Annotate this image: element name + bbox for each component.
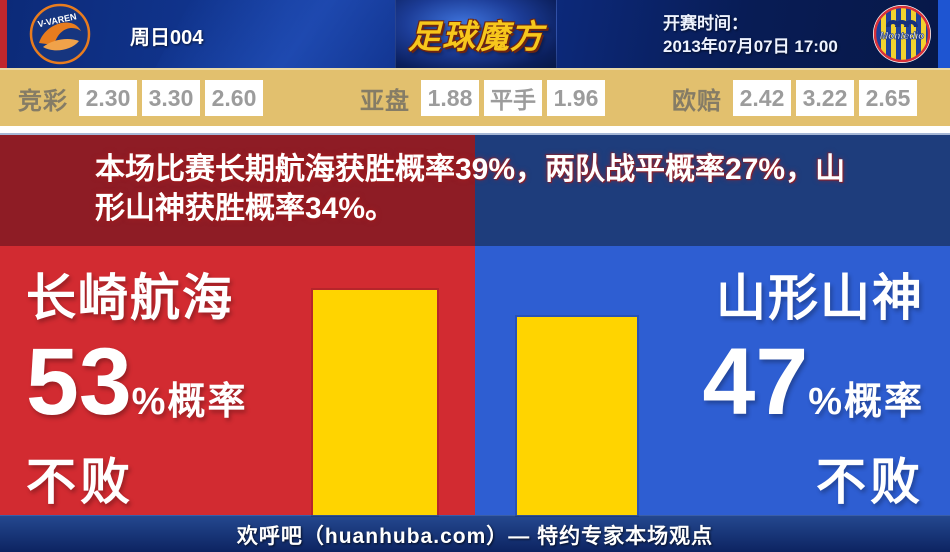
header-separator bbox=[0, 68, 950, 70]
odds-value-box: 2.65 bbox=[859, 80, 917, 116]
brand-logo-text: 足球魔方 bbox=[408, 18, 544, 55]
away-probability-suffix: %概率 bbox=[808, 381, 924, 423]
header: V-VAREN 周日004 足球魔方 开赛时间： 2013年07月07日 17:… bbox=[0, 0, 950, 68]
away-result-label: 不败 bbox=[816, 454, 924, 510]
match-code: 周日004 bbox=[130, 27, 204, 49]
odds-value-box: 1.96 bbox=[547, 80, 605, 116]
home-probability-value: 53 bbox=[26, 329, 132, 435]
right-blue-edge-stripe bbox=[938, 0, 950, 68]
summary-band-red-half bbox=[0, 135, 475, 246]
odds-value-box: 3.30 bbox=[142, 80, 200, 116]
odds-value-box: 3.22 bbox=[796, 80, 854, 116]
kickoff-time-block: 开赛时间： 2013年07月07日 17:00 bbox=[663, 12, 838, 58]
home-probability-bar bbox=[313, 290, 437, 515]
home-team-logo: V-VAREN bbox=[29, 3, 91, 65]
away-team-logo-text: Montedio bbox=[880, 31, 924, 42]
odds-group-jingcai: 竞彩 2.30 3.30 2.60 bbox=[18, 70, 263, 126]
away-panel-text: 山形山神 47 %概率 不败 bbox=[703, 246, 924, 508]
away-team-logo: Montedio bbox=[873, 5, 931, 63]
away-probability-value: 47 bbox=[702, 329, 809, 435]
odds-bottom-separator bbox=[0, 126, 950, 135]
summary-text: 本场比赛长期航海获胜概率39%，两队战平概率27%，山 形山神获胜概率34%。 bbox=[95, 150, 895, 228]
left-red-edge-stripe bbox=[0, 0, 7, 68]
odds-label-yapan: 亚盘 bbox=[360, 87, 410, 115]
footer-site-text: 欢呼吧（huanhuba.com）— 特约专家本场观点 bbox=[236, 524, 714, 548]
away-probability-row: 47 %概率 bbox=[702, 329, 924, 448]
kickoff-time: 2013年07月07日 17:00 bbox=[663, 37, 838, 56]
odds-value-box: 2.30 bbox=[79, 80, 137, 116]
odds-label-jingcai: 竞彩 bbox=[18, 87, 68, 115]
odds-bar: 竞彩 2.30 3.30 2.60 亚盘 1.88 平手 1.96 欧赔 2.4… bbox=[0, 70, 950, 126]
summary-line-2: 形山神获胜概率34%。 bbox=[95, 192, 396, 225]
home-result-label: 不败 bbox=[26, 454, 134, 510]
away-team-name: 山形山神 bbox=[716, 270, 924, 326]
summary-band: 本场比赛长期航海获胜概率39%，两队战平概率27%，山 形山神获胜概率34%。 bbox=[0, 135, 950, 246]
kickoff-label: 开赛时间： bbox=[663, 14, 748, 33]
away-probability-bar bbox=[517, 317, 637, 515]
home-panel-text: 长崎航海 53 %概率 不败 bbox=[26, 246, 247, 508]
odds-value-box: 2.42 bbox=[733, 80, 791, 116]
odds-value-box: 平手 bbox=[484, 80, 542, 116]
odds-value-box: 2.60 bbox=[205, 80, 263, 116]
odds-group-oupei: 欧赔 2.42 3.22 2.65 bbox=[672, 70, 917, 126]
odds-label-oupei: 欧赔 bbox=[672, 87, 722, 115]
odds-group-yapan: 亚盘 1.88 平手 1.96 bbox=[360, 70, 605, 126]
brand-panel: 足球魔方 bbox=[395, 0, 557, 68]
odds-value-box: 1.88 bbox=[421, 80, 479, 116]
probability-panels: 长崎航海 53 %概率 不败 山形山神 47 %概率 不败 bbox=[0, 246, 950, 515]
home-probability-suffix: %概率 bbox=[131, 381, 248, 423]
home-probability-row: 53 %概率 bbox=[26, 329, 248, 448]
summary-band-blue-half bbox=[475, 135, 950, 246]
footer: 欢呼吧（huanhuba.com）— 特约专家本场观点 bbox=[0, 515, 950, 552]
home-team-name: 长崎航海 bbox=[26, 270, 234, 326]
summary-line-1: 本场比赛长期航海获胜概率39%，两队战平概率27%，山 bbox=[95, 153, 846, 186]
